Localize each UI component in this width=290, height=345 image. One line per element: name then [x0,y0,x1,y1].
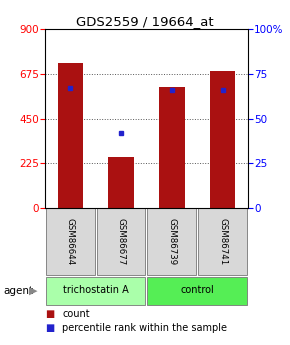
Text: GSM86677: GSM86677 [117,218,126,265]
Text: agent: agent [3,286,33,296]
Text: percentile rank within the sample: percentile rank within the sample [62,323,227,333]
Text: ▶: ▶ [29,286,37,296]
Bar [58,63,83,208]
Bar [108,157,134,208]
Bar [46,208,95,275]
Bar [210,71,235,208]
Text: ■: ■ [45,309,54,319]
Text: GSM86739: GSM86739 [167,218,176,265]
Text: GDS2559 / 19664_at: GDS2559 / 19664_at [76,16,214,29]
Bar [147,208,196,275]
Text: trichostatin A: trichostatin A [63,285,128,295]
Text: control: control [180,285,214,295]
Text: GSM86644: GSM86644 [66,218,75,265]
Bar [97,208,145,275]
Bar [159,87,184,208]
Text: ■: ■ [45,323,54,333]
Bar [147,277,247,305]
Bar [198,208,247,275]
Text: count: count [62,309,90,319]
Bar [46,277,145,305]
Text: GSM86741: GSM86741 [218,218,227,265]
